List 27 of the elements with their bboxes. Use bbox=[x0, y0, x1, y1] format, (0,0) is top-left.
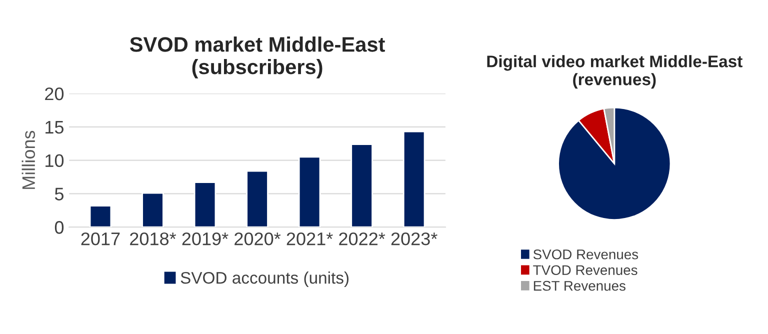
y-tick-label: 20 bbox=[45, 87, 64, 100]
y-tick-label: 5 bbox=[54, 188, 64, 200]
bar bbox=[142, 192, 164, 228]
x-tick-label: 2021* bbox=[286, 232, 333, 246]
legend-label: EST Revenues bbox=[534, 280, 626, 291]
bar bbox=[246, 170, 268, 228]
y-axis-title: Millions bbox=[22, 130, 36, 189]
x-tick-label: 2017 bbox=[81, 232, 120, 246]
x-tick-label: 2018* bbox=[130, 232, 176, 246]
bar bbox=[89, 205, 112, 228]
bar bbox=[194, 182, 216, 228]
x-tick-label: 2023* bbox=[391, 232, 438, 246]
y-tick-label: 0 bbox=[54, 221, 64, 234]
bar bbox=[402, 130, 426, 228]
chart-title: Digital video market Middle-East (revenues) bbox=[487, 55, 742, 89]
x-tick-label: 2022* bbox=[339, 232, 386, 246]
legend-label: SVOD Revenues bbox=[533, 249, 638, 260]
x-tick-label: 2019* bbox=[182, 232, 228, 246]
chart-title: SVOD market Middle-East (subscribers) bbox=[130, 36, 385, 78]
legend-label: SVOD accounts (units) bbox=[180, 272, 348, 288]
bar bbox=[298, 156, 321, 228]
pie-slice bbox=[558, 106, 672, 220]
bar bbox=[350, 144, 373, 228]
x-tick-label: 2020* bbox=[234, 232, 281, 246]
y-tick-label: 10 bbox=[46, 154, 64, 168]
y-tick-label: 15 bbox=[46, 121, 64, 134]
legend-label: TVOD Revenues bbox=[533, 265, 638, 276]
